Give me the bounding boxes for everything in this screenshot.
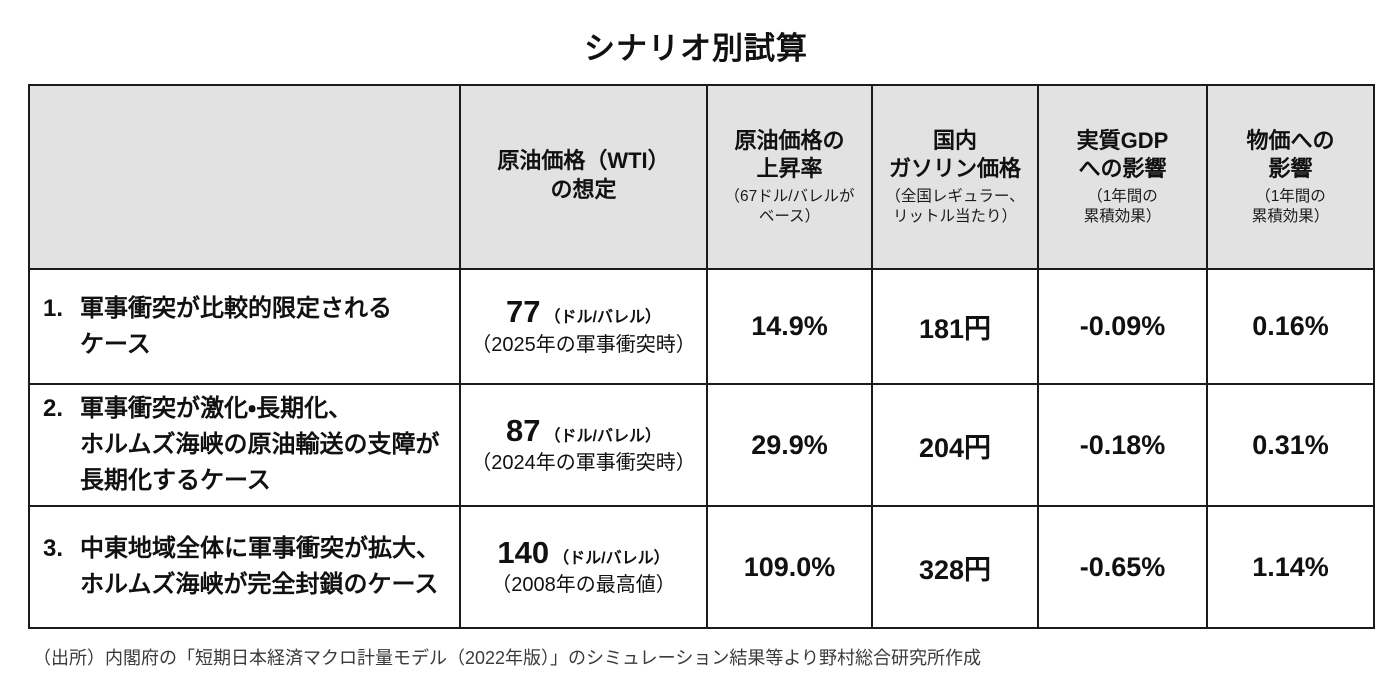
wti-unit: （ドル/バレル） bbox=[544, 309, 661, 327]
scenario-label-cell: 3. 中東地域全体に軍事衝突が拡大、 ホルムズ海峡が完全封鎖のケース bbox=[28, 505, 461, 629]
column-header-real-gdp-impact-label: 実質GDP への影響 bbox=[1076, 127, 1169, 182]
column-header-price-impact: 物価への 影響 （1年間の 累積効果） bbox=[1206, 84, 1375, 270]
column-header-real-gdp-impact-sub: （1年間の 累積効果） bbox=[1083, 187, 1162, 226]
column-header-price-impact-label: 物価への 影響 bbox=[1246, 127, 1335, 182]
corner-cell bbox=[28, 84, 461, 270]
column-header-wti-assumption: 原油価格（WTI） の想定 bbox=[459, 84, 708, 270]
column-header-price-increase-rate-label: 原油価格の 上昇率 bbox=[734, 127, 845, 182]
column-header-price-increase-rate-sub: （67ドル/バレルが ベース） bbox=[724, 187, 855, 226]
table-row-scenario-1: 1. 軍事衝突が比較的限定される ケース 77 （ドル/バレル） （2025年の軍… bbox=[28, 268, 1375, 385]
wti-note: （2024年の軍事衝突時） bbox=[471, 452, 696, 475]
wti-assumption-cell: 87 （ドル/バレル） （2024年の軍事衝突時） bbox=[459, 383, 708, 507]
gasoline-price-cell: 328円 bbox=[871, 505, 1039, 629]
increase-rate-cell: 109.0% bbox=[706, 505, 873, 629]
price-impact-cell: 0.31% bbox=[1206, 383, 1375, 507]
table-row-scenario-2: 2. 軍事衝突が激化・長期化、 ホルムズ海峡の原油輸送の支障が 長期化するケース… bbox=[28, 383, 1375, 507]
scenario-label: 軍事衝突が比較的限定される ケース bbox=[80, 294, 392, 358]
scenario-number: 2. bbox=[43, 395, 64, 422]
gdp-impact-cell: -0.18% bbox=[1037, 383, 1208, 507]
increase-rate-cell: 14.9% bbox=[706, 268, 873, 385]
column-header-domestic-gasoline-price: 国内 ガソリン価格 （全国レギュラー、 リットル当たり） bbox=[871, 84, 1039, 270]
gasoline-price-cell: 181円 bbox=[871, 268, 1039, 385]
wti-assumption-cell: 140 （ドル/バレル） （2008年の最高値） bbox=[459, 505, 708, 629]
column-header-wti-assumption-label: 原油価格（WTI） の想定 bbox=[497, 147, 670, 202]
increase-rate-cell: 29.9% bbox=[706, 383, 873, 507]
gasoline-price-cell: 204円 bbox=[871, 383, 1039, 507]
column-header-real-gdp-impact: 実質GDP への影響 （1年間の 累積効果） bbox=[1037, 84, 1208, 270]
wti-value: 140 bbox=[497, 534, 550, 570]
scenario-label: 中東地域全体に軍事衝突が拡大、 ホルムズ海峡が完全封鎖のケース bbox=[80, 535, 440, 598]
wti-unit: （ドル/バレル） bbox=[553, 549, 670, 567]
column-header-domestic-gasoline-price-label: 国内 ガソリン価格 bbox=[888, 127, 1021, 182]
table-row-scenario-3: 3. 中東地域全体に軍事衝突が拡大、 ホルムズ海峡が完全封鎖のケース 140 （ド… bbox=[28, 505, 1375, 629]
gdp-impact-cell: -0.09% bbox=[1037, 268, 1208, 385]
wti-assumption-cell: 77 （ドル/バレル） （2025年の軍事衝突時） bbox=[459, 268, 708, 385]
column-header-price-impact-sub: （1年間の 累積効果） bbox=[1251, 187, 1330, 226]
price-impact-cell: 1.14% bbox=[1206, 505, 1375, 629]
wti-note: （2025年の軍事衝突時） bbox=[471, 333, 696, 356]
wti-value: 77 bbox=[506, 294, 541, 330]
scenario-label-cell: 1. 軍事衝突が比較的限定される ケース bbox=[28, 268, 461, 385]
wti-unit: （ドル/バレル） bbox=[544, 427, 661, 445]
gdp-impact-cell: -0.65% bbox=[1037, 505, 1208, 629]
header-row: 原油価格（WTI） の想定 原油価格の 上昇率 （67ドル/バレルが ベース） … bbox=[28, 84, 1375, 270]
price-impact-cell: 0.16% bbox=[1206, 268, 1375, 385]
column-header-price-increase-rate: 原油価格の 上昇率 （67ドル/バレルが ベース） bbox=[706, 84, 873, 270]
scenario-table: 原油価格（WTI） の想定 原油価格の 上昇率 （67ドル/バレルが ベース） … bbox=[28, 84, 1375, 629]
page-title: シナリオ別試算 bbox=[584, 31, 808, 66]
column-header-domestic-gasoline-price-sub: （全国レギュラー、 リットル当たり） bbox=[885, 187, 1025, 226]
wti-value: 87 bbox=[506, 412, 541, 448]
scenario-number: 3. bbox=[43, 535, 64, 562]
scenario-number: 1. bbox=[43, 294, 64, 322]
scenario-label: 軍事衝突が激化・長期化、 ホルムズ海峡の原油輸送の支障が 長期化するケース bbox=[80, 395, 440, 494]
source-note: （出所）内閣府の「短期日本経済マクロ計量モデル（2022年版）」のシミュレーショ… bbox=[33, 648, 981, 668]
wti-note: （2008年の最高値） bbox=[491, 574, 676, 597]
scenario-label-cell: 2. 軍事衝突が激化・長期化、 ホルムズ海峡の原油輸送の支障が 長期化するケース bbox=[28, 383, 461, 507]
